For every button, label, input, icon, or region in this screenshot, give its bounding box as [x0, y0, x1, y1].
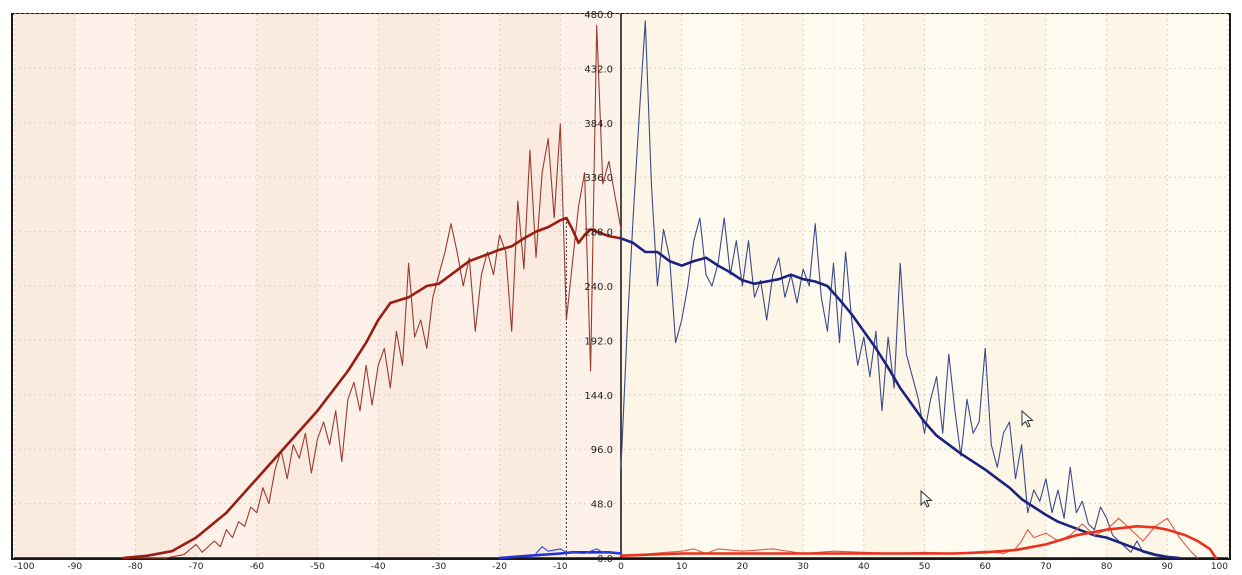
y-tick-label: 480.0	[584, 10, 613, 21]
x-tick-label: 70	[1040, 562, 1052, 571]
y-tick-label: 432.0	[584, 64, 613, 75]
mouse-cursor-icon	[1021, 410, 1034, 428]
x-tick-label: 40	[858, 562, 870, 571]
x-tick-label: -50	[310, 562, 325, 571]
x-tick-label: 100	[1211, 562, 1228, 571]
y-tick-label: 144.0	[584, 391, 613, 402]
series-line	[620, 20, 1168, 559]
x-tick-label: 50	[919, 562, 931, 571]
y-tick-label: 96.0	[591, 445, 613, 456]
y-tick-label: 0.0	[597, 554, 613, 565]
y-tick-label: 336.0	[584, 173, 613, 184]
mouse-cursor-icon	[920, 490, 933, 508]
x-tick-label: -70	[189, 562, 204, 571]
y-tick-label: 240.0	[584, 282, 613, 293]
x-tick-label: -10	[553, 562, 568, 571]
series-line	[134, 24, 622, 559]
x-tick-label: 80	[1101, 562, 1113, 571]
x-tick-label: -60	[249, 562, 264, 571]
x-tick-label: -40	[371, 562, 386, 571]
x-tick-label: -80	[128, 562, 143, 571]
series-line	[619, 525, 1218, 560]
x-tick-label: -20	[492, 562, 507, 571]
x-tick-label: -30	[432, 562, 447, 571]
x-tick-labels: -100 -90 -80 -70 -60 -50 -40 -30 -20 -10 0 10 20 30 40…	[14, 562, 1228, 572]
y-tick-label: 192.0	[584, 336, 613, 347]
series-line	[535, 546, 622, 555]
y-tick-labels: 0.0 48.0 96.0 144.0 192.0 240.0 288.0 336.0 384.…	[584, 10, 613, 565]
y-tick-label: 48.0	[591, 500, 613, 511]
x-tick-label: 10	[676, 562, 688, 571]
x-tick-label: 0	[618, 562, 624, 571]
x-tick-label: 30	[797, 562, 809, 571]
x-tick-label: 90	[1162, 562, 1174, 571]
x-tick-label: -90	[67, 562, 82, 571]
x-tick-label: 60	[979, 562, 991, 571]
series-line	[122, 216, 623, 560]
x-tick-label: -100	[14, 562, 35, 571]
series-line	[620, 517, 1199, 559]
x-tick-label: 20	[737, 562, 749, 571]
series-lines	[122, 20, 1218, 560]
y-tick-label: 288.0	[584, 228, 613, 239]
y-tick-label: 384.0	[584, 119, 613, 130]
